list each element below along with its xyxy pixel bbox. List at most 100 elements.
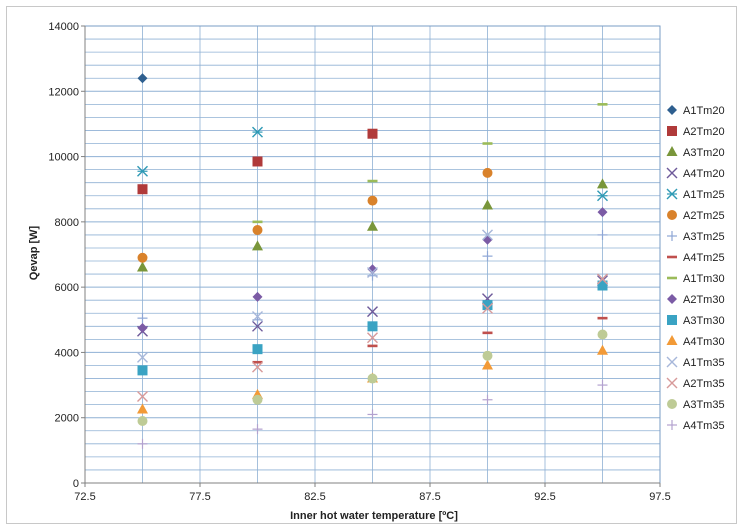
- data-point-A4Tm20-stroke: [252, 320, 263, 332]
- data-point-A1Tm25: [252, 126, 263, 138]
- data-point-A2Tm30: [597, 207, 608, 218]
- series-A1Tm20: [137, 73, 148, 84]
- series-A3Tm30: [137, 280, 608, 376]
- legend-item-A4Tm25: A4Tm25: [667, 252, 725, 264]
- y-tick-label: 10000: [48, 152, 79, 164]
- series-A2Tm20: [137, 128, 378, 195]
- data-point-A3Tm35: [252, 394, 263, 405]
- legend-marker-A2Tm20: [667, 126, 677, 136]
- legend-marker-A1Tm20: [667, 105, 677, 115]
- data-point-A3Tm35: [137, 415, 148, 426]
- data-point-A4Tm35: [252, 424, 263, 435]
- legend-item-A2Tm25: A2Tm25: [667, 210, 725, 222]
- series-A2Tm35: [137, 273, 608, 402]
- x-tick-label: 77.5: [189, 491, 210, 503]
- legend-marker-A1Tm35: [666, 356, 678, 368]
- legend-marker-A3Tm35: [667, 399, 677, 409]
- data-point-A1Tm35: [252, 311, 263, 323]
- data-point-A1Tm35: [367, 266, 378, 278]
- data-point-A3Tm20: [137, 261, 148, 272]
- data-point-A1Tm35: [482, 229, 493, 241]
- data-point-A3Tm20: [252, 240, 263, 251]
- data-point-A2Tm35-stroke: [597, 273, 608, 285]
- y-tick-label: 12000: [48, 86, 79, 98]
- data-point-A2Tm20: [252, 156, 263, 167]
- legend-item-A4Tm30: A4Tm30: [666, 335, 725, 348]
- legend-label-A1Tm25: A1Tm25: [683, 189, 725, 201]
- legend-label-A2Tm30: A2Tm30: [683, 294, 725, 306]
- data-point-A4Tm30: [137, 403, 148, 414]
- legend-marker-A3Tm25: [667, 231, 677, 241]
- data-point-A2Tm35-stroke: [252, 361, 263, 373]
- data-point-A3Tm35: [482, 350, 493, 361]
- data-point-A2Tm25: [137, 252, 148, 263]
- legend-item-A1Tm30: A1Tm30: [667, 273, 725, 285]
- legend-item-A1Tm25: A1Tm25: [666, 188, 725, 201]
- data-point-A3Tm20: [367, 220, 378, 231]
- legend-marker-A1Tm25: [666, 188, 678, 200]
- series-A4Tm35: [137, 380, 608, 449]
- x-tick-label: 87.5: [419, 491, 440, 503]
- data-point-A1Tm35-stroke: [252, 311, 263, 323]
- data-point-A4Tm35: [137, 438, 148, 449]
- data-point-A3Tm30: [137, 365, 148, 376]
- data-point-A3Tm30: [482, 300, 493, 311]
- data-point-A1Tm35: [137, 351, 148, 363]
- legend-item-A4Tm35: A4Tm35: [667, 420, 725, 432]
- data-point-A4Tm35: [482, 394, 493, 405]
- legend-label-A1Tm20: A1Tm20: [683, 105, 725, 117]
- legend-item-A3Tm30: A3Tm30: [667, 315, 725, 327]
- series-A4Tm25: [252, 316, 608, 364]
- data-point-A2Tm20: [137, 184, 148, 195]
- legend-marker-A1Tm35-stroke: [666, 356, 678, 368]
- legend-marker-A4Tm20: [666, 167, 678, 179]
- series-A2Tm25: [137, 167, 493, 263]
- legend: A1Tm20 A2Tm20 A3Tm20 A4Tm20 A1Tm25 A2Tm25 A3Tm…: [666, 105, 725, 432]
- data-point-A2Tm35-stroke: [482, 302, 493, 314]
- data-point-A3Tm30: [597, 280, 608, 291]
- legend-marker-A2Tm30: [667, 294, 677, 304]
- legend-marker-A4Tm30: [666, 335, 678, 345]
- data-point-A3Tm35: [597, 329, 608, 340]
- data-point-A3Tm30: [252, 344, 263, 355]
- legend-marker-A4Tm35: [667, 420, 677, 430]
- x-axis-title: Inner hot water temperature [ºC]: [290, 510, 458, 522]
- legend-label-A1Tm35: A1Tm35: [683, 357, 725, 369]
- data-point-A2Tm25: [367, 195, 378, 206]
- x-tick-label: 92.5: [534, 491, 555, 503]
- data-point-A1Tm35-stroke: [482, 229, 493, 241]
- data-points: [137, 73, 608, 449]
- series-A3Tm20: [137, 178, 608, 272]
- x-tick-label: 82.5: [304, 491, 325, 503]
- y-tick-label: 6000: [55, 282, 79, 294]
- data-point-A3Tm35: [367, 373, 378, 384]
- legend-item-A2Tm35: A2Tm35: [666, 377, 725, 390]
- data-point-A4Tm35: [367, 409, 378, 420]
- legend-label-A3Tm30: A3Tm30: [683, 315, 725, 327]
- legend-marker-A2Tm35-stroke: [666, 377, 678, 389]
- data-point-A2Tm25: [252, 225, 263, 236]
- data-point-A1Tm25: [137, 165, 148, 177]
- legend-label-A2Tm25: A2Tm25: [683, 210, 725, 222]
- legend-label-A4Tm35: A4Tm35: [683, 420, 725, 432]
- data-point-A4Tm20: [252, 320, 263, 332]
- legend-label-A3Tm35: A3Tm35: [683, 399, 725, 411]
- data-point-A3Tm25: [597, 229, 608, 240]
- x-tick-label: 97.5: [649, 491, 670, 503]
- legend-item-A3Tm20: A3Tm20: [666, 146, 725, 159]
- data-point-A2Tm35: [482, 302, 493, 314]
- data-point-A2Tm35-stroke: [137, 391, 148, 402]
- data-point-A1Tm25: [597, 190, 608, 202]
- data-point-A3Tm20: [482, 199, 493, 210]
- data-point-A2Tm35: [252, 361, 263, 373]
- legend-label-A4Tm30: A4Tm30: [683, 336, 725, 348]
- data-point-A4Tm35: [597, 380, 608, 391]
- data-point-A1Tm20: [137, 73, 148, 84]
- legend-label-A4Tm20: A4Tm20: [683, 168, 725, 180]
- legend-marker-A2Tm35: [666, 377, 678, 389]
- legend-label-A3Tm20: A3Tm20: [683, 147, 725, 159]
- y-tick-label: 2000: [55, 413, 79, 425]
- data-point-A2Tm30: [482, 234, 493, 245]
- legend-label-A2Tm20: A2Tm20: [683, 126, 725, 138]
- legend-marker-A4Tm20-stroke: [666, 167, 678, 179]
